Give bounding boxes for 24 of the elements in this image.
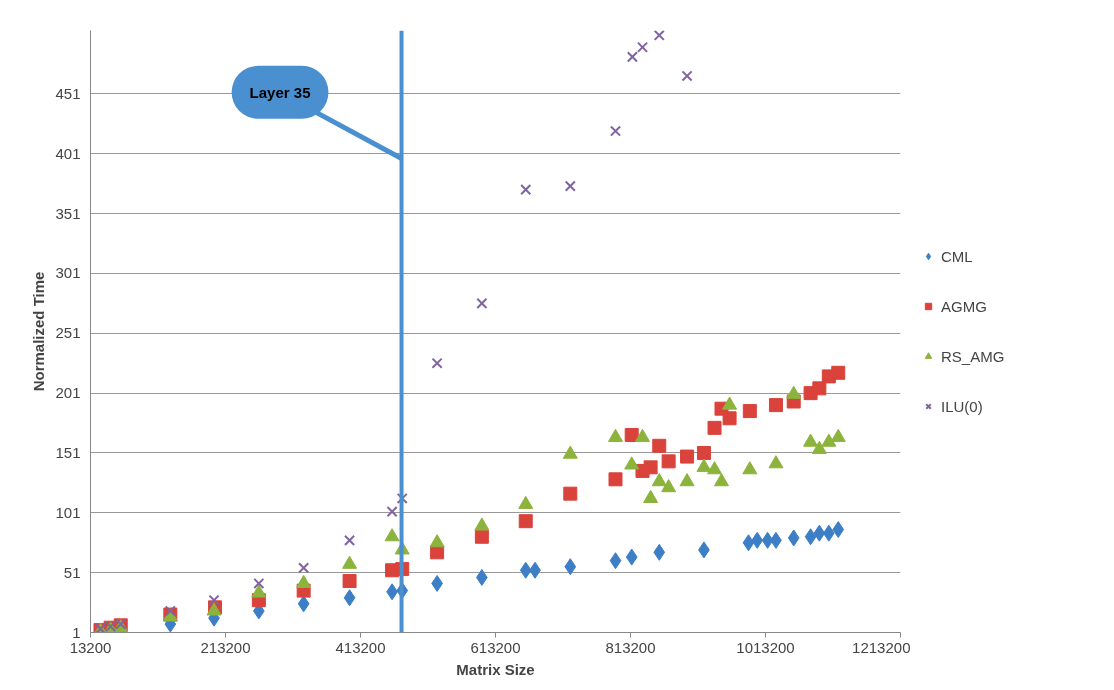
legend-label: CML bbox=[941, 247, 973, 265]
y-tick-label: 301 bbox=[55, 264, 81, 282]
y-tick-label: 251 bbox=[55, 324, 81, 342]
x-axis-title: Matrix Size bbox=[456, 660, 535, 678]
y-tick-label: 201 bbox=[55, 384, 81, 402]
y-tick-label: 101 bbox=[55, 503, 81, 521]
x-tick-label: 413200 bbox=[335, 638, 386, 656]
y-tick-label: 1 bbox=[72, 623, 81, 641]
y-tick-label: 401 bbox=[55, 144, 81, 162]
x-tick-label: 13200 bbox=[69, 638, 112, 656]
x-tick-label: 213200 bbox=[200, 638, 251, 656]
legend-label: ILU(0) bbox=[941, 397, 983, 415]
x-tick-label: 813200 bbox=[605, 638, 656, 656]
x-tick-label: 1013200 bbox=[736, 638, 795, 656]
legend-label: RS_AMG bbox=[941, 347, 1005, 365]
y-tick-label: 151 bbox=[55, 443, 81, 461]
x-tick-label: 613200 bbox=[470, 638, 521, 656]
y-tick-label: 351 bbox=[55, 204, 81, 222]
annotation: Layer 35 bbox=[249, 83, 311, 101]
x-tick-label: 1213200 bbox=[852, 638, 911, 656]
y-tick-label: 51 bbox=[63, 563, 81, 581]
y-tick-label: 451 bbox=[55, 84, 81, 102]
legend-label: AGMG bbox=[941, 297, 987, 315]
y-axis-title: Normalized Time bbox=[30, 271, 48, 392]
